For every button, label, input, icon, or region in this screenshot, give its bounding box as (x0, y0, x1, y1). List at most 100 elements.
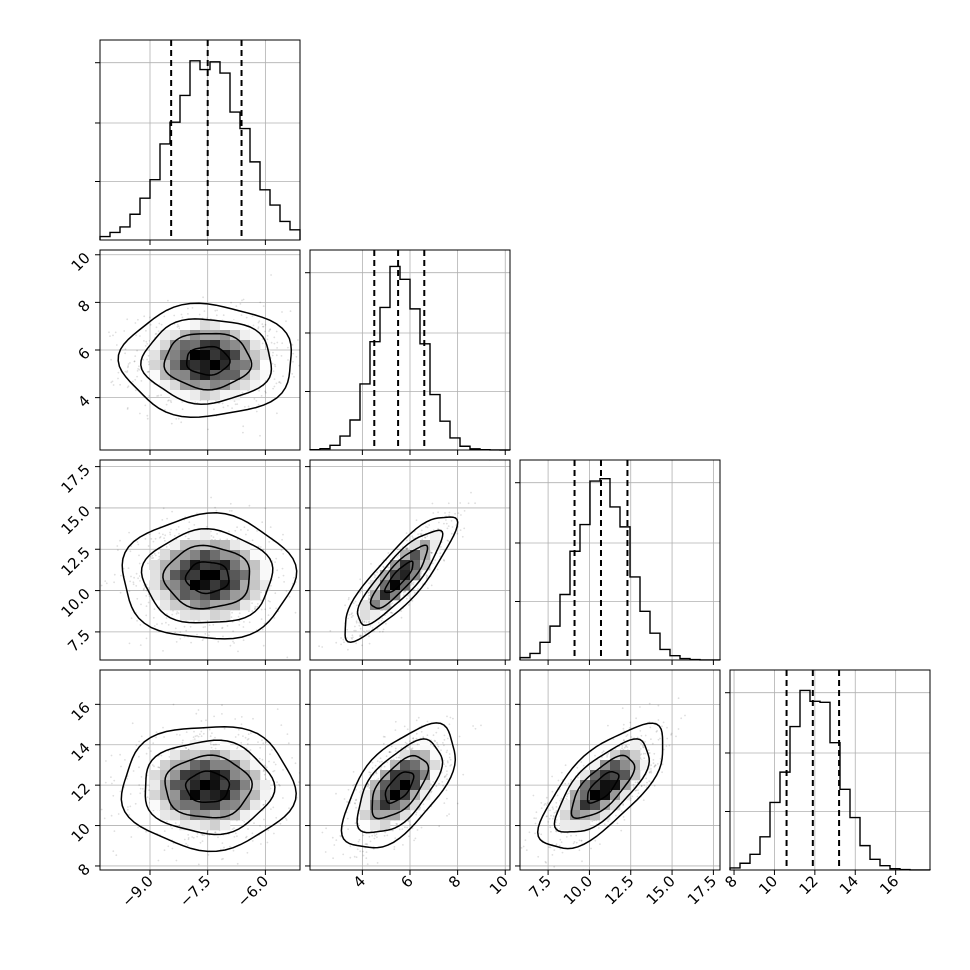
scatter-point (622, 723, 625, 726)
scatter-point (259, 434, 261, 437)
scatter-point (113, 830, 116, 832)
scatter-point (175, 418, 178, 420)
scatter-point (134, 378, 137, 381)
scatter-point (137, 543, 140, 546)
scatter-point (472, 725, 474, 727)
scatter-point (264, 390, 267, 393)
scatter-point (222, 314, 225, 317)
scatter-point (445, 519, 447, 521)
scatter-point (359, 591, 361, 594)
scatter-point (322, 326, 324, 328)
scatter-point (272, 370, 275, 372)
scatter-point (268, 330, 270, 332)
scatter-point (449, 764, 452, 767)
scatter-point (355, 620, 358, 623)
scatter-point (113, 573, 116, 576)
scatter-point (362, 834, 365, 837)
scatter-point (288, 807, 290, 810)
scatter-point (383, 834, 386, 837)
scatter-point (653, 752, 656, 755)
scatter-point (152, 742, 155, 745)
scatter-point (411, 535, 414, 538)
scatter-point (366, 785, 368, 788)
scatter-point (160, 323, 163, 326)
scatter-point (365, 851, 368, 853)
scatter-point (379, 757, 382, 760)
scatter-point (448, 723, 451, 726)
scatter-point (248, 621, 251, 624)
scatter-point (443, 776, 446, 779)
scatter-point (361, 644, 363, 647)
scatter-point (308, 879, 310, 881)
scatter-point (280, 355, 283, 357)
scatter-point (360, 590, 363, 592)
scatter-point (269, 753, 271, 756)
scatter-point (291, 757, 293, 759)
scatter-point (136, 541, 139, 543)
scatter-point (148, 363, 150, 366)
scatter-point (176, 324, 179, 326)
scatter-point (105, 760, 107, 762)
scatter-point (458, 735, 461, 738)
scatter-point (437, 727, 440, 730)
scatter-point (159, 536, 162, 538)
scatter-point (400, 616, 403, 619)
scatter-point (272, 806, 275, 809)
scatter-point (403, 590, 406, 592)
scatter-point (274, 592, 277, 595)
scatter-point (92, 741, 94, 743)
scatter-point (146, 796, 149, 798)
scatter-point (112, 334, 114, 337)
scatter-point (226, 538, 229, 541)
scatter-point (355, 788, 357, 791)
scatter-point (158, 532, 161, 535)
scatter-point (422, 736, 425, 739)
scatter-point (177, 325, 180, 328)
scatter-point (389, 605, 392, 607)
scatter-point (208, 631, 211, 633)
scatter-point (354, 802, 356, 804)
scatter-point (422, 736, 425, 738)
scatter-point (474, 727, 477, 730)
scatter-point (231, 611, 234, 614)
scatter-point (437, 511, 439, 514)
scatter-point (129, 362, 131, 364)
scatter-point (580, 839, 583, 842)
scatter-point (251, 840, 254, 842)
scatter-point (158, 555, 161, 558)
scatter-point (263, 622, 266, 625)
scatter-point (559, 838, 562, 841)
scatter-point (463, 527, 466, 530)
scatter-point (444, 765, 447, 768)
scatter-point (547, 821, 550, 823)
scatter-point (242, 626, 245, 628)
scatter-point (214, 747, 217, 750)
scatter-point (160, 394, 163, 396)
scatter-point (448, 753, 451, 755)
scatter-point (265, 778, 268, 781)
scatter-point (116, 545, 119, 547)
scatter-point (242, 639, 245, 642)
scatter-point (253, 822, 255, 825)
scatter-point (260, 618, 263, 620)
scatter-point (115, 854, 118, 857)
scatter-point (394, 747, 397, 750)
scatter-point (247, 737, 250, 740)
scatter-point (158, 322, 161, 325)
scatter-point (210, 746, 213, 749)
scatter-point (421, 538, 424, 541)
scatter-point (257, 403, 260, 406)
scatter-point (180, 313, 183, 316)
scatter-point (194, 735, 197, 738)
scatter-point (398, 756, 401, 759)
scatter-point (446, 749, 449, 752)
scatter-point (193, 730, 195, 733)
scatter-point (442, 742, 444, 744)
scatter-point (410, 584, 412, 586)
scatter-point (52, 348, 54, 350)
scatter-point (210, 535, 213, 537)
scatter-point (636, 781, 639, 784)
scatter-point (215, 881, 217, 883)
scatter-point (205, 719, 207, 722)
